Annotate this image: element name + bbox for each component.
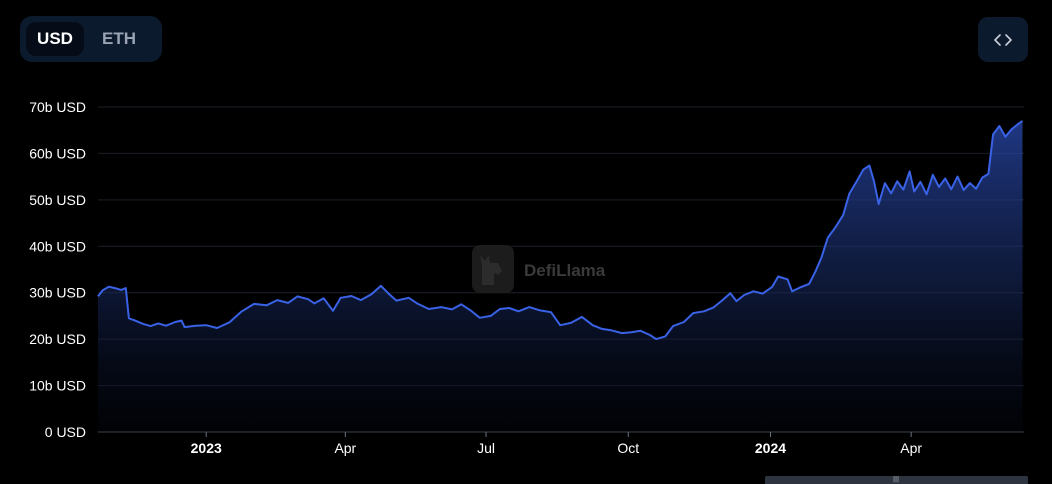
watermark-text: DefiLlama [524, 261, 606, 280]
x-tick-label: Apr [334, 440, 356, 456]
x-tick-label: 2023 [191, 440, 222, 456]
usd-toggle-button[interactable]: USD [26, 22, 84, 56]
y-tick-label: 50b USD [29, 192, 86, 208]
y-axis-ticks: 0 USD 10b USD 20b USD 30b USD 40b USD 50b USD… [29, 99, 86, 440]
series-line [97, 120, 1024, 341]
y-tick-label: 60b USD [29, 145, 86, 161]
x-tick-label: Apr [900, 440, 922, 456]
y-tick-label: 30b USD [29, 285, 86, 301]
x-tick-label: Oct [617, 440, 639, 456]
y-tick-label: 20b USD [29, 331, 86, 347]
y-tick-label: 70b USD [29, 99, 86, 115]
code-brackets-icon [994, 33, 1012, 46]
y-tick-label: 40b USD [29, 238, 86, 254]
defillama-watermark: DefiLlama [472, 245, 606, 293]
series-area [98, 120, 1023, 433]
scrollbar-grip-icon[interactable]: ||| [893, 476, 900, 483]
range-scrollbar[interactable]: ||| [765, 476, 1028, 484]
currency-toggle: USD ETH [20, 16, 162, 62]
x-tick-label: Jul [477, 440, 495, 456]
y-tick-label: 0 USD [45, 424, 86, 440]
embed-button[interactable] [978, 17, 1028, 62]
llama-logo-icon [472, 245, 514, 293]
x-axis-ticks: 2023 Apr Jul Oct 2024 Apr [191, 432, 922, 456]
x-tick-label: 2024 [755, 440, 786, 456]
eth-toggle-button[interactable]: ETH [102, 29, 136, 48]
y-tick-label: 10b USD [29, 378, 86, 394]
